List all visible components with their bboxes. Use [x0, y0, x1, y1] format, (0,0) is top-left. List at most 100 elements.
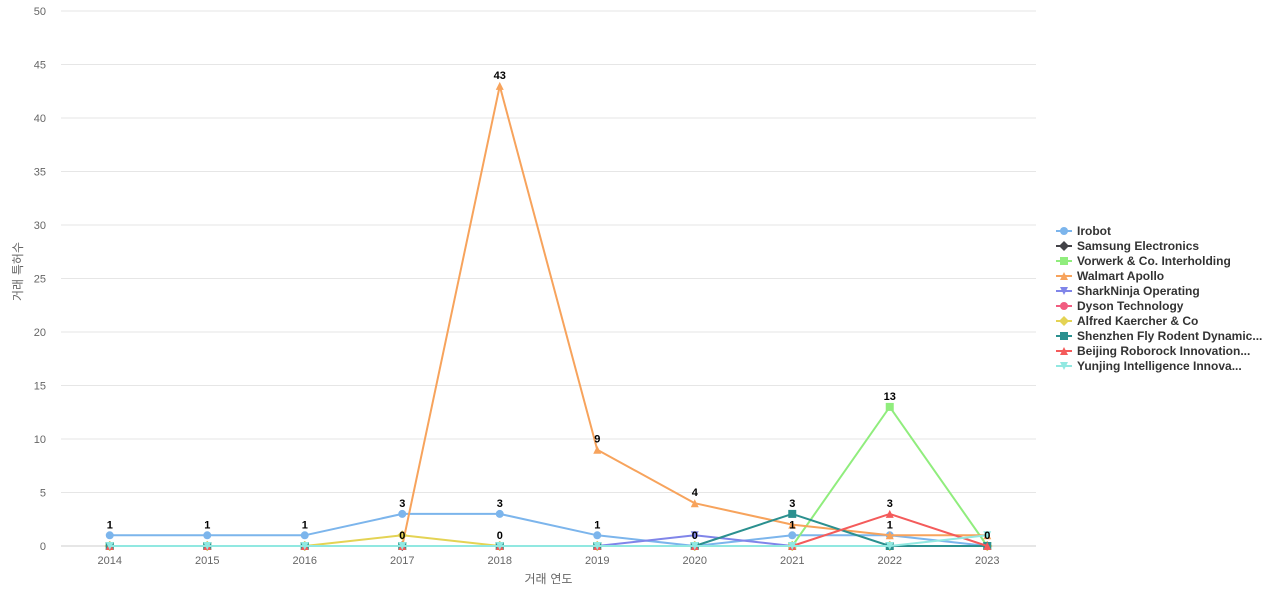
legend-label: Vorwerk & Co. Interholding — [1077, 254, 1231, 268]
y-tick-label: 45 — [34, 60, 46, 72]
y-axis-ticks: 0 5 10 15 20 25 30 35 40 45 50 — [34, 6, 46, 553]
legend-symbol — [1059, 316, 1069, 326]
series-8 — [105, 509, 992, 550]
data-point[interactable] — [398, 509, 407, 518]
x-tick-label: 2015 — [195, 555, 219, 567]
data-point[interactable] — [983, 542, 992, 550]
legend-symbol — [1060, 257, 1068, 265]
legend-label: Yunjing Intelligence Innova... — [1077, 359, 1242, 373]
legend-item[interactable]: Beijing Roborock Innovation... — [1056, 344, 1250, 358]
data-label: 3 — [887, 498, 893, 510]
x-tick-label: 2017 — [390, 555, 414, 567]
data-point[interactable] — [593, 542, 602, 550]
series-0 — [105, 509, 992, 550]
data-label: 0 — [984, 530, 990, 542]
data-point[interactable] — [105, 542, 114, 550]
data-point[interactable] — [885, 531, 894, 540]
data-point[interactable] — [398, 542, 407, 550]
legend-item[interactable]: Dyson Technology — [1056, 299, 1184, 313]
series-9 — [105, 531, 992, 550]
series-3 — [105, 81, 992, 550]
legend-item[interactable]: Walmart Apollo — [1056, 269, 1164, 283]
series-line[interactable] — [109, 512, 988, 547]
series-2 — [105, 402, 992, 550]
data-point[interactable] — [495, 81, 504, 90]
data-point[interactable] — [788, 531, 797, 540]
x-axis-ticks: 2014 2015 2016 2017 2018 2019 2020 2021 2022 2023 — [98, 555, 1000, 567]
data-point[interactable] — [203, 531, 212, 540]
data-label: 3 — [399, 498, 405, 510]
data-label: 1 — [204, 519, 210, 531]
data-point[interactable] — [495, 509, 504, 518]
x-tick-label: 2021 — [780, 555, 804, 567]
data-point[interactable] — [690, 531, 699, 540]
data-label: 43 — [494, 70, 506, 82]
legend-label: Dyson Technology — [1077, 299, 1184, 313]
x-tick-label: 2022 — [878, 555, 902, 567]
legend-label: Alfred Kaercher & Co — [1077, 314, 1198, 328]
series-lines — [104, 81, 993, 551]
legend-symbol — [1060, 347, 1068, 355]
data-point[interactable] — [203, 542, 212, 550]
data-label: 1 — [594, 519, 600, 531]
grid-lines — [61, 10, 1036, 547]
data-point[interactable] — [690, 499, 699, 508]
x-tick-label: 2016 — [293, 555, 317, 567]
data-label: 4 — [692, 487, 699, 499]
series-line[interactable] — [109, 84, 988, 547]
data-point[interactable] — [397, 530, 408, 541]
legend-item[interactable]: Alfred Kaercher & Co — [1056, 314, 1198, 328]
data-label: 0 — [399, 530, 405, 542]
data-point[interactable] — [300, 531, 309, 540]
data-point[interactable] — [300, 542, 309, 550]
legend-item[interactable]: Samsung Electronics — [1056, 239, 1199, 253]
data-label: 9 — [594, 434, 600, 446]
x-axis-title: 거래 연도 — [525, 572, 573, 586]
x-tick-label: 2020 — [683, 555, 707, 567]
series-line[interactable] — [109, 512, 988, 547]
legend-item[interactable]: Yunjing Intelligence Innova... — [1056, 359, 1242, 373]
data-point[interactable] — [983, 531, 992, 540]
data-point[interactable] — [690, 542, 699, 550]
y-tick-label: 40 — [34, 113, 46, 125]
y-tick-label: 10 — [34, 434, 46, 446]
data-point[interactable] — [788, 509, 797, 518]
legend-item[interactable]: SharkNinja Operating — [1056, 284, 1200, 298]
legend-item[interactable]: Shenzhen Fly Rodent Dynamic... — [1056, 329, 1262, 343]
data-point[interactable] — [788, 542, 797, 550]
series-line[interactable] — [109, 534, 988, 547]
legend-label: Shenzhen Fly Rodent Dynamic... — [1077, 329, 1262, 343]
data-label: 3 — [789, 498, 795, 510]
data-point[interactable] — [105, 531, 114, 540]
y-tick-label: 20 — [34, 327, 46, 339]
legend-item[interactable]: Irobot — [1056, 224, 1111, 238]
data-point[interactable] — [593, 445, 602, 454]
data-label: 1 — [789, 519, 795, 531]
legend-label: Beijing Roborock Innovation... — [1077, 344, 1250, 358]
y-tick-label: 5 — [40, 488, 46, 500]
data-point[interactable] — [788, 520, 797, 529]
data-point[interactable] — [495, 542, 504, 550]
data-label: 13 — [884, 391, 896, 403]
series-line[interactable] — [109, 534, 988, 547]
series-line[interactable] — [109, 534, 988, 547]
data-point[interactable] — [593, 531, 602, 540]
y-tick-label: 50 — [34, 6, 46, 18]
legend-item[interactable]: Vorwerk & Co. Interholding — [1056, 254, 1231, 268]
data-point[interactable] — [885, 402, 894, 411]
data-point[interactable] — [885, 509, 894, 518]
y-axis-title: 거래 특허수 — [11, 242, 25, 301]
legend-symbol — [1060, 287, 1068, 295]
y-tick-label: 0 — [40, 541, 46, 553]
series-line[interactable] — [109, 512, 988, 547]
data-label: 1 — [107, 519, 113, 531]
series-6 — [104, 530, 993, 551]
data-point[interactable] — [885, 542, 894, 550]
legend-label: SharkNinja Operating — [1077, 284, 1200, 298]
y-tick-label: 25 — [34, 274, 46, 286]
legend-label: Irobot — [1077, 224, 1111, 238]
legend-symbol — [1059, 241, 1069, 251]
series-7 — [105, 509, 992, 550]
